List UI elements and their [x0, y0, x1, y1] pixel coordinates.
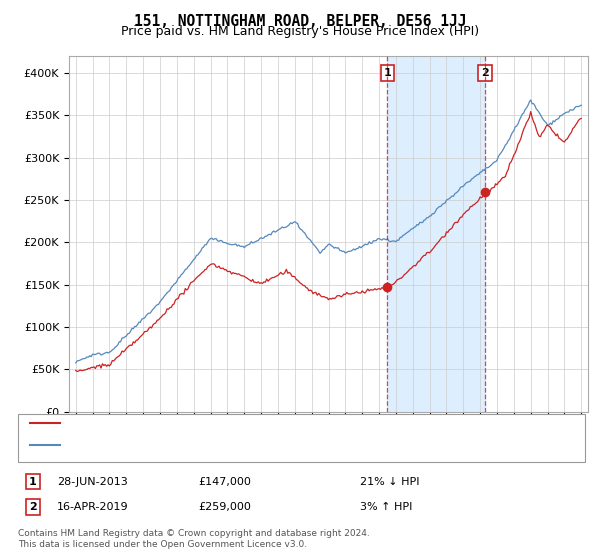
Text: £147,000: £147,000 [198, 477, 251, 487]
Text: 151, NOTTINGHAM ROAD, BELPER, DE56 1JJ (detached house): 151, NOTTINGHAM ROAD, BELPER, DE56 1JJ (… [69, 418, 408, 428]
Text: Price paid vs. HM Land Registry's House Price Index (HPI): Price paid vs. HM Land Registry's House … [121, 25, 479, 38]
Text: 1: 1 [383, 68, 391, 78]
Text: 28-JUN-2013: 28-JUN-2013 [57, 477, 128, 487]
Text: £259,000: £259,000 [198, 502, 251, 512]
Text: 3% ↑ HPI: 3% ↑ HPI [360, 502, 412, 512]
Text: 21% ↓ HPI: 21% ↓ HPI [360, 477, 419, 487]
Text: 151, NOTTINGHAM ROAD, BELPER, DE56 1JJ: 151, NOTTINGHAM ROAD, BELPER, DE56 1JJ [134, 14, 466, 29]
Text: 16-APR-2019: 16-APR-2019 [57, 502, 128, 512]
Text: 2: 2 [481, 68, 489, 78]
Text: 2: 2 [29, 502, 37, 512]
Bar [388, 56, 485, 412]
Text: Contains HM Land Registry data © Crown copyright and database right 2024.
This d: Contains HM Land Registry data © Crown c… [18, 529, 370, 549]
Text: 1: 1 [29, 477, 37, 487]
Text: HPI: Average price, detached house, Amber Valley: HPI: Average price, detached house, Ambe… [69, 440, 344, 450]
